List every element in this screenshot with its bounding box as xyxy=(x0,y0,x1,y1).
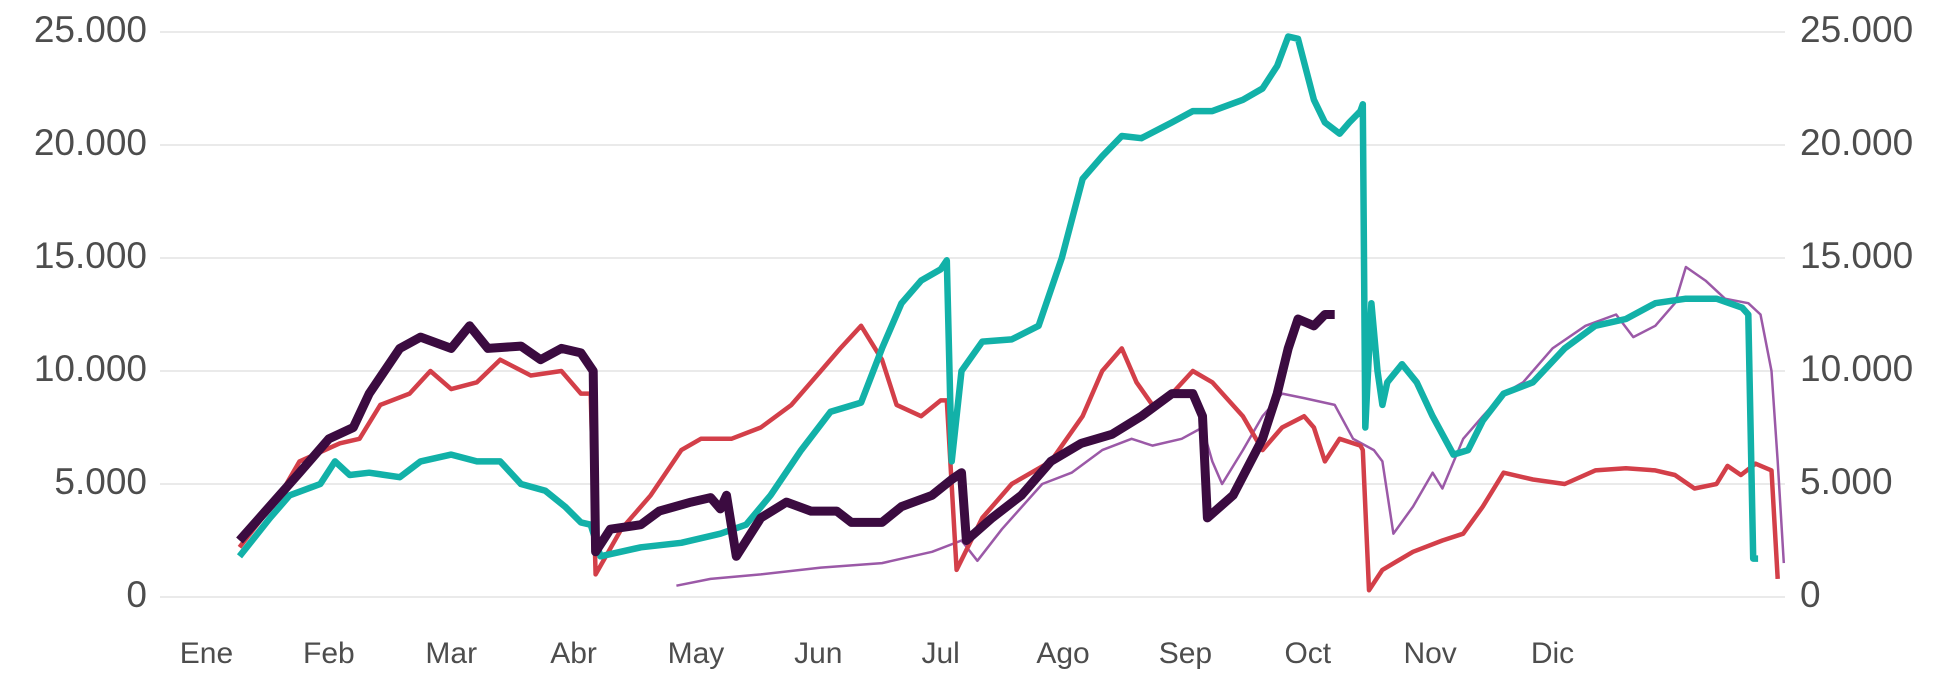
x-tick-label: Abr xyxy=(550,637,597,670)
y-tick-label: 0 xyxy=(126,574,147,615)
y2-tick-label: 25.000 xyxy=(1800,9,1913,50)
series-line xyxy=(237,323,1780,593)
x-tick-label: Jun xyxy=(794,637,842,670)
x-tick-label: Oct xyxy=(1284,637,1331,670)
x-tick-label: Nov xyxy=(1403,637,1456,670)
y-tick-label: 25.000 xyxy=(34,9,147,50)
y2-tick-label: 15.000 xyxy=(1800,235,1913,276)
x-tick-label: Mar xyxy=(425,637,477,670)
x-tick-label: Dic xyxy=(1531,637,1574,670)
series-line xyxy=(236,310,1335,561)
x-tick-label: May xyxy=(668,637,725,670)
x-tick-label: Feb xyxy=(303,637,355,670)
x-tick-label: Ene xyxy=(180,637,233,670)
y-tick-label: 15.000 xyxy=(34,235,147,276)
y2-tick-label: 0 xyxy=(1800,574,1821,615)
y2-tick-label: 20.000 xyxy=(1800,122,1913,163)
y2-tick-label: 5.000 xyxy=(1800,461,1893,502)
series-line xyxy=(236,33,1759,562)
y-tick-label: 5.000 xyxy=(54,461,147,502)
y2-tick-label: 10.000 xyxy=(1800,348,1913,389)
x-tick-label: Sep xyxy=(1159,637,1212,670)
x-tick-label: Jul xyxy=(922,637,960,670)
series-line xyxy=(676,265,1786,587)
y-tick-label: 20.000 xyxy=(34,122,147,163)
x-tick-label: Ago xyxy=(1036,637,1089,670)
y-tick-label: 10.000 xyxy=(34,348,147,389)
